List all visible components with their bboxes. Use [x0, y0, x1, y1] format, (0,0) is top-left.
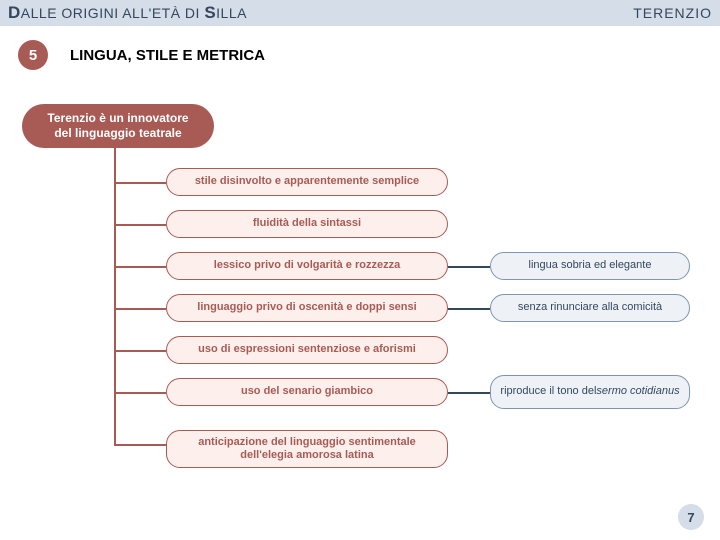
- breadcrumb: DALLE ORIGINI ALL'ETÀ DI SILLA: [8, 3, 247, 23]
- connector: [114, 392, 166, 394]
- tree-stem: [114, 148, 116, 444]
- connector: [114, 350, 166, 352]
- connector: [114, 308, 166, 310]
- connector: [114, 444, 166, 446]
- root-node-label: Terenzio è un innovatoredel linguaggio t…: [47, 111, 188, 141]
- connector: [448, 308, 490, 310]
- leaf-node: stile disinvolto e apparentemente sempli…: [166, 168, 448, 196]
- connector: [114, 266, 166, 268]
- subject-name: TERENZIO: [633, 5, 712, 21]
- chapter-number: 5: [18, 40, 48, 70]
- connector: [114, 182, 166, 184]
- side-note: senza rinunciare alla comicità: [490, 294, 690, 322]
- leaf-node: anticipazione del linguaggio sentimental…: [166, 430, 448, 468]
- top-bar: DALLE ORIGINI ALL'ETÀ DI SILLA TERENZIO: [0, 0, 720, 26]
- leaf-node: linguaggio privo di oscenità e doppi sen…: [166, 294, 448, 322]
- page-number: 7: [678, 504, 704, 530]
- leaf-node: fluidità della sintassi: [166, 210, 448, 238]
- connector: [448, 266, 490, 268]
- side-note: lingua sobria ed elegante: [490, 252, 690, 280]
- chapter-title: LINGUA, STILE E METRICA: [70, 47, 265, 64]
- connector: [448, 392, 490, 394]
- leaf-node: uso di espressioni sentenziose e aforism…: [166, 336, 448, 364]
- leaf-node: uso del senario giambico: [166, 378, 448, 406]
- leaf-node: lessico privo di volgarità e rozzezza: [166, 252, 448, 280]
- chapter-header: 5 LINGUA, STILE E METRICA: [0, 40, 720, 70]
- connector: [114, 224, 166, 226]
- root-node: Terenzio è un innovatoredel linguaggio t…: [22, 104, 214, 148]
- side-note: riproduce il tono del sermo cotidianus: [490, 375, 690, 409]
